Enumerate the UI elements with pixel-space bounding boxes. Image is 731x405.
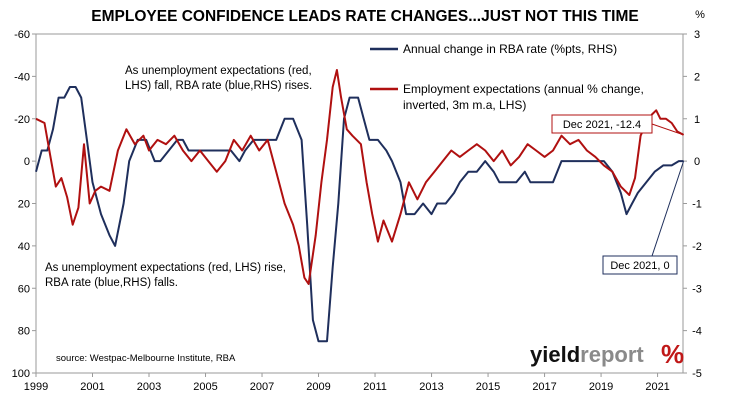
- bottom-note-line-2: RBA rate (blue,RHS) falls.: [45, 277, 178, 289]
- x-tick-label: 2005: [193, 381, 217, 393]
- callout-blue-leader: [651, 160, 685, 257]
- bottom-note-line-1: As unemployment expectations (red, LHS) …: [45, 262, 286, 274]
- series-layer: [35, 69, 685, 343]
- source-note: source: Westpac-Melbourne Institute, RBA: [56, 353, 236, 364]
- yieldreport-logo: yieldreport %: [530, 339, 684, 369]
- left-tick-label: 100: [12, 368, 30, 380]
- series-line-employment-expectations: [35, 69, 685, 285]
- legend: Annual change in RBA rate (%pts, RHS) Em…: [370, 42, 647, 112]
- left-tick-label: 0: [24, 156, 30, 168]
- x-tick-label: 2015: [476, 381, 500, 393]
- right-tick-label: -1: [692, 199, 702, 211]
- left-tick-label: 20: [18, 199, 30, 211]
- right-tick-label: -4: [692, 326, 702, 338]
- x-tick-label: 2013: [419, 381, 443, 393]
- callout-red-text: Dec 2021, -12.4: [563, 119, 641, 131]
- right-tick-label: -3: [692, 283, 702, 295]
- legend-label-rba: Annual change in RBA rate (%pts, RHS): [403, 42, 617, 56]
- x-tick-label: 2009: [306, 381, 330, 393]
- right-tick-label: 3: [694, 29, 700, 41]
- series-line-rba-rate: [35, 86, 684, 343]
- bottom-annotation: As unemployment expectations (red, LHS) …: [45, 262, 286, 289]
- logo-percent-icon: %: [661, 339, 684, 369]
- x-tick-label: 2011: [363, 381, 387, 393]
- legend-label-employment-line-2: inverted, 3m m.a, LHS): [403, 98, 526, 112]
- callout-blue-box: [602, 255, 678, 275]
- callout-blue: Dec 2021, 0: [602, 160, 685, 275]
- x-tick-label: 1999: [24, 381, 48, 393]
- callout-blue-text: Dec 2021, 0: [610, 260, 669, 272]
- x-axis: 1999 2001 2003 2005 2007 2009 2011 2013 2015 2017…: [24, 373, 670, 393]
- top-note-line-1: As unemployment expectations (red,: [125, 65, 312, 77]
- left-tick-label: 40: [18, 241, 30, 253]
- right-axis: 3 2 1 0 -1 -2 -3 -4 -5: [683, 29, 702, 380]
- legend-label-employment-line-1: Employment expectations (annual % change…: [403, 82, 644, 96]
- right-tick-label: 1: [694, 114, 700, 126]
- logo-word-yield: yield: [530, 342, 580, 367]
- x-tick-label: 2001: [80, 381, 104, 393]
- legend-label-employment: Employment expectations (annual % change…: [403, 82, 647, 112]
- x-tick-label: 2017: [532, 381, 556, 393]
- chart-title: EMPLOYEE CONFIDENCE LEADS RATE CHANGES..…: [91, 8, 638, 25]
- logo-wordmark: yieldreport: [530, 342, 644, 367]
- right-tick-label: 2: [694, 71, 700, 83]
- left-tick-label: -40: [14, 71, 30, 83]
- x-tick-label: 2007: [250, 381, 274, 393]
- top-annotation: As unemployment expectations (red, LHS) …: [125, 65, 312, 92]
- left-axis: -60 -40 -20 0 20 40 60 80 100: [12, 29, 36, 380]
- left-tick-label: 80: [18, 326, 30, 338]
- right-tick-label: -2: [692, 241, 702, 253]
- top-note-line-2: LHS) fall, RBA rate (blue,RHS) rises.: [125, 80, 312, 92]
- logo-word-report: report: [580, 342, 644, 367]
- right-tick-label: 0: [694, 156, 700, 168]
- callout-red: Dec 2021, -12.4: [551, 114, 684, 136]
- callout-red-leader: [651, 123, 684, 136]
- right-tick-label: -5: [692, 368, 702, 380]
- x-tick-label: 2003: [137, 381, 161, 393]
- left-tick-label: -20: [14, 114, 30, 126]
- left-tick-label: -60: [14, 29, 30, 41]
- right-axis-unit: %: [695, 9, 705, 21]
- x-tick-label: 2019: [589, 381, 613, 393]
- callout-red-box: [551, 114, 653, 134]
- x-tick-label: 2021: [645, 381, 669, 393]
- left-tick-label: 60: [18, 283, 30, 295]
